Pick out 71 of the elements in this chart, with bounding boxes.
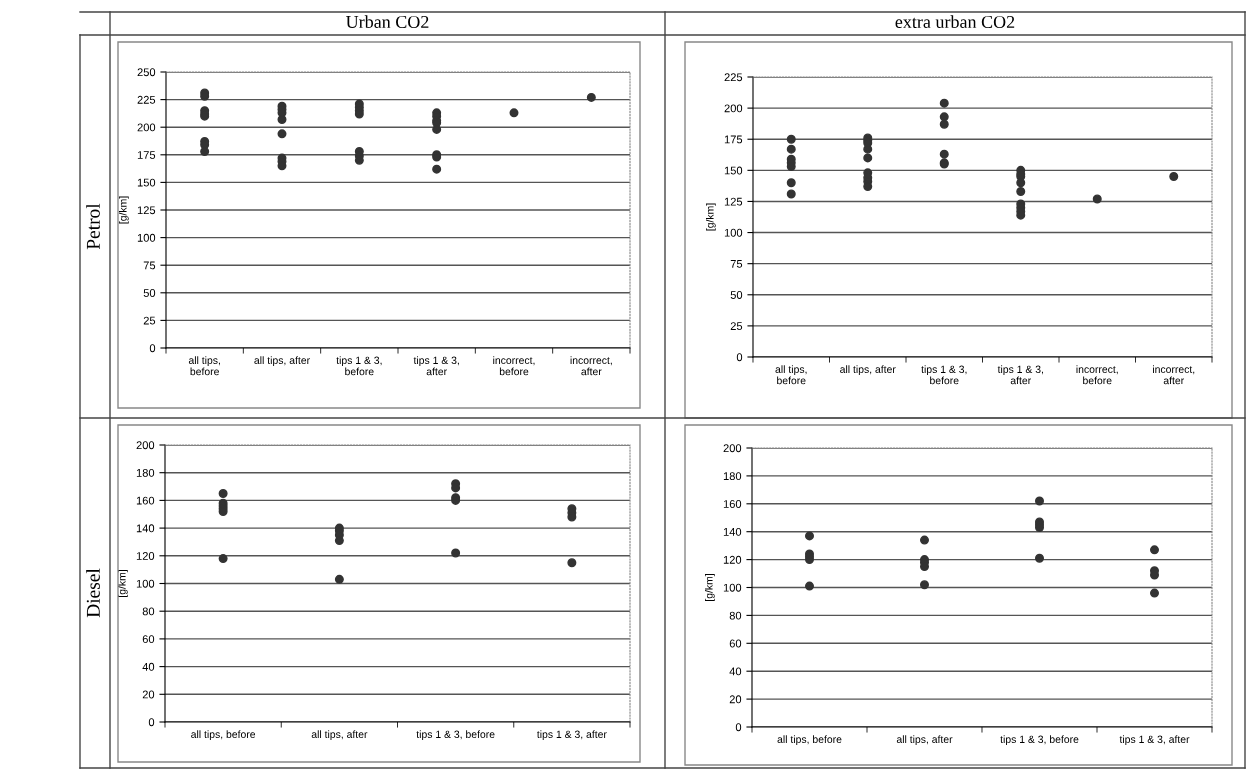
x-tick-label: all tips, after [840,365,896,376]
y-tick-label: 180 [136,468,155,477]
y-tick-label: 0 [148,718,155,727]
y-tick-label: 80 [729,611,742,620]
x-tick-label: all tips, after [896,735,953,746]
x-tick-label: all tips, after [311,730,368,741]
y-tick-label: 100 [724,228,743,237]
y-tick-label: 140 [136,524,155,533]
y-tick-label: 100 [723,583,742,592]
y-tick-label: 160 [723,500,742,508]
y-tick-label: 0 [736,353,743,362]
x-tick-label: all tips, before [775,365,807,385]
y-tick-label: 20 [142,690,155,699]
x-tick-label: incorrect, after [570,356,612,376]
chart-title: extra urban CO2 [895,15,1015,29]
x-tick-label: all tips, before [777,735,842,746]
x-tick-label: tips 1 & 3, before [921,365,967,385]
y-tick-label: 120 [136,552,155,560]
y-tick-label: 250 [137,68,156,77]
y-tick-label: 160 [136,496,155,505]
y-tick-label: 125 [137,206,156,215]
y-tick-label: 200 [136,441,155,450]
x-tick-label: all tips, before [191,730,256,741]
y-tick-label: 120 [723,555,742,564]
y-tick-label: 175 [137,151,156,159]
x-tick-label: tips 1 & 3, before [1000,735,1079,746]
text: Diesel [86,568,100,618]
x-tick-label: tips 1 & 3, before [336,356,382,376]
y-tick-label: 20 [729,695,742,704]
y-tick-label: 0 [149,344,156,353]
x-tick-label: all tips, after [254,356,310,367]
y-tick-label: 200 [137,123,156,132]
x-tick-label: incorrect, after [1153,365,1195,385]
x-tick-label: tips 1 & 3, after [413,356,459,376]
y-tick-label: 200 [724,104,743,113]
y-tick-label: 150 [137,178,156,187]
y-axis-title: [g/km] [119,196,129,224]
x-tick-label: incorrect, before [1076,365,1118,385]
y-tick-label: 225 [724,73,743,82]
x-tick-label: tips 1 & 3, after [1119,735,1190,746]
text: Petrol [86,203,100,250]
y-tick-label: 50 [730,291,743,299]
y-tick-label: 25 [730,322,743,331]
y-tick-label: 150 [724,166,743,175]
y-axis-title: [g/km] [705,574,715,601]
x-tick-label: all tips, before [188,356,220,376]
y-tick-label: 225 [137,95,156,104]
y-tick-label: 100 [137,233,156,242]
y-tick-label: 180 [723,472,742,481]
x-tick-label: tips 1 & 3, after [997,365,1043,385]
y-tick-label: 50 [143,289,156,297]
x-tick-label: tips 1 & 3, before [416,730,495,741]
y-tick-label: 75 [143,261,156,270]
y-axis-title: [g/km] [118,570,128,597]
y-tick-label: 40 [729,667,742,676]
y-tick-label: 75 [730,260,743,268]
y-tick-label: 100 [136,579,155,588]
y-tick-label: 200 [723,444,742,453]
y-tick-label: 140 [723,527,742,536]
x-tick-label: tips 1 & 3, after [537,730,607,741]
x-tick-label: incorrect, before [493,356,535,376]
y-tick-label: 80 [142,607,155,616]
y-tick-label: 40 [142,662,155,671]
y-tick-label: 60 [729,639,742,648]
y-tick-label: 175 [724,135,743,144]
y-tick-label: 125 [724,197,743,206]
y-axis-title: [g/km] [706,203,716,231]
y-tick-label: 60 [142,635,155,644]
y-tick-label: 0 [735,723,742,732]
chart-title: Urban CO2 [346,15,429,29]
y-tick-label: 25 [143,316,156,325]
